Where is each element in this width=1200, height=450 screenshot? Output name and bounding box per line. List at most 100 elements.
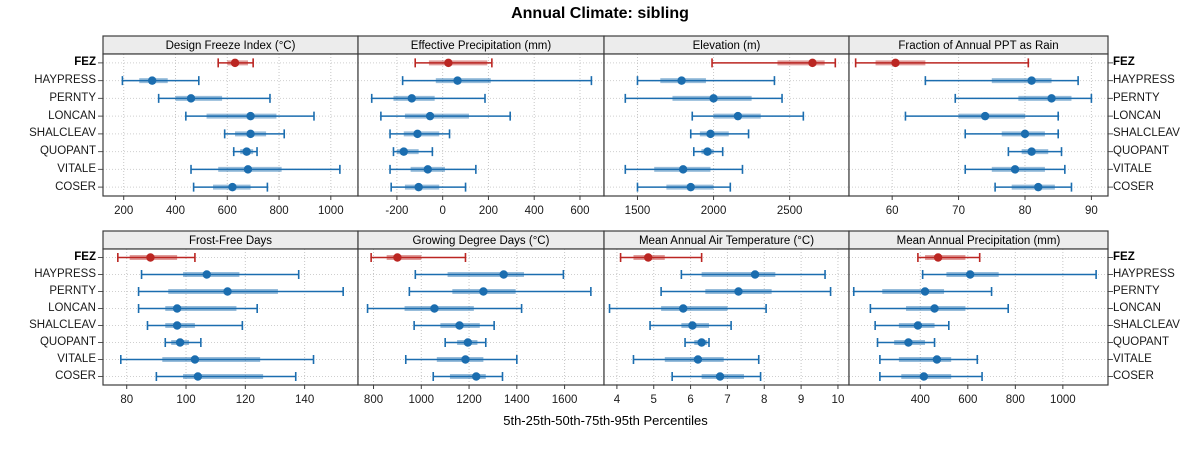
panel-bg (604, 249, 849, 385)
median-dot (399, 147, 408, 156)
axis-tick-label: 400 (525, 205, 544, 217)
axis-tick-label: 800 (1006, 394, 1025, 406)
panel-bg (849, 249, 1108, 385)
axis-tick-label: 8 (761, 394, 767, 406)
median-dot (932, 355, 942, 364)
median-dot (172, 304, 182, 313)
median-dot (965, 270, 975, 279)
axis-tick-label: 5 (651, 394, 657, 406)
median-dot (734, 287, 743, 296)
axis-tick-label: 60 (886, 205, 899, 217)
median-dot (202, 270, 211, 279)
axis-tick-label: 400 (911, 394, 930, 406)
median-dot (980, 111, 990, 121)
panel-title: Growing Degree Days (°C) (413, 235, 550, 247)
station-label-loncan: LONCAN (1113, 302, 1161, 314)
axis-tick-label: 1400 (504, 394, 530, 406)
axis-tick-label: 400 (166, 205, 185, 217)
median-dot (230, 58, 240, 68)
axis-tick-label: 200 (114, 205, 133, 217)
panel-title: Mean Annual Precipitation (mm) (897, 235, 1061, 247)
station-label-fez: FEZ (1113, 56, 1135, 69)
panel-title: Design Freeze Index (°C) (166, 40, 296, 52)
axis-tick-label: 2000 (701, 205, 727, 217)
median-dot (693, 355, 703, 364)
axis-tick-label: 800 (269, 205, 288, 217)
median-dot (1020, 129, 1030, 139)
axis-tick-label: 4 (614, 394, 621, 406)
axis-tick-label: 100 (176, 394, 195, 406)
median-dot (706, 129, 715, 139)
median-dot (1034, 182, 1043, 192)
axis-tick-label: 2500 (777, 205, 803, 217)
station-label-quopant: QUOPANT (1113, 145, 1170, 158)
station-label-coser: COSER (55, 180, 96, 193)
station-label-coser: COSER (1113, 180, 1154, 193)
panel-bg (103, 54, 358, 196)
median-dot (430, 304, 439, 313)
station-label-shalcleav: SHALCLEAV (29, 319, 96, 331)
station-label-loncan: LONCAN (1113, 109, 1161, 122)
station-label-shalcleav: SHALCLEAV (1113, 319, 1180, 331)
median-dot (644, 253, 653, 262)
station-label-quopant: QUOPANT (1113, 336, 1170, 348)
station-label-pernty: PERNTY (1113, 285, 1160, 297)
median-dot (243, 165, 253, 174)
axis-tick-label: 1000 (408, 394, 434, 406)
station-label-coser: COSER (55, 370, 96, 382)
station-label-loncan: LONCAN (48, 109, 96, 122)
median-dot (246, 111, 255, 121)
station-label-haypress: HAYPRESS (1113, 74, 1175, 87)
median-dot (677, 76, 686, 85)
station-label-fez: FEZ (1113, 251, 1135, 263)
axis-tick-label: 1000 (1050, 394, 1076, 406)
median-dot (1027, 147, 1036, 156)
median-dot (733, 111, 743, 121)
median-dot (678, 165, 688, 174)
station-label-haypress: HAYPRESS (34, 268, 96, 280)
median-dot (414, 182, 423, 192)
panel-title: Fraction of Annual PPT as Rain (898, 40, 1058, 52)
station-label-pernty: PERNTY (1113, 91, 1160, 104)
station-label-quopant: QUOPANT (39, 336, 96, 348)
median-dot (1010, 165, 1020, 174)
axis-tick-label: 200 (479, 205, 498, 217)
station-label-fez: FEZ (74, 56, 96, 69)
axis-tick-label: -200 (385, 205, 408, 217)
median-dot (423, 165, 432, 174)
median-dot (709, 94, 718, 103)
median-dot (407, 94, 416, 103)
median-dot (193, 372, 203, 381)
panel-title: Elevation (m) (693, 40, 761, 52)
median-dot (919, 372, 929, 381)
station-label-quopant: QUOPANT (39, 145, 96, 158)
median-dot (246, 129, 255, 139)
station-label-vitale: VITALE (57, 353, 96, 365)
station-label-shalcleav: SHALCLEAV (29, 127, 96, 140)
station-label-loncan: LONCAN (48, 302, 96, 314)
median-dot (472, 372, 481, 381)
median-dot (1047, 94, 1056, 103)
median-dot (425, 111, 435, 121)
panel-border (848, 53, 1109, 197)
axis-tick-label: 1600 (552, 394, 578, 406)
panel-title: Frost-Free Days (189, 235, 272, 247)
axis-tick-label: 6 (687, 394, 693, 406)
panel-bg (103, 249, 358, 385)
panel-bg (849, 54, 1108, 196)
median-dot (228, 182, 237, 192)
median-dot (750, 270, 760, 279)
median-dot (146, 253, 155, 262)
median-dot (715, 372, 725, 381)
chart-title: Annual Climate: sibling (511, 5, 689, 22)
axis-tick-label: 600 (570, 205, 589, 217)
axis-tick-label: 140 (295, 394, 314, 406)
median-dot (393, 253, 402, 262)
station-label-coser: COSER (1113, 370, 1154, 382)
station-label-haypress: HAYPRESS (1113, 268, 1175, 280)
station-label-pernty: PERNTY (49, 91, 96, 104)
panel-bg (358, 54, 604, 196)
median-dot (891, 58, 900, 68)
axis-tick-label: 1200 (456, 394, 482, 406)
